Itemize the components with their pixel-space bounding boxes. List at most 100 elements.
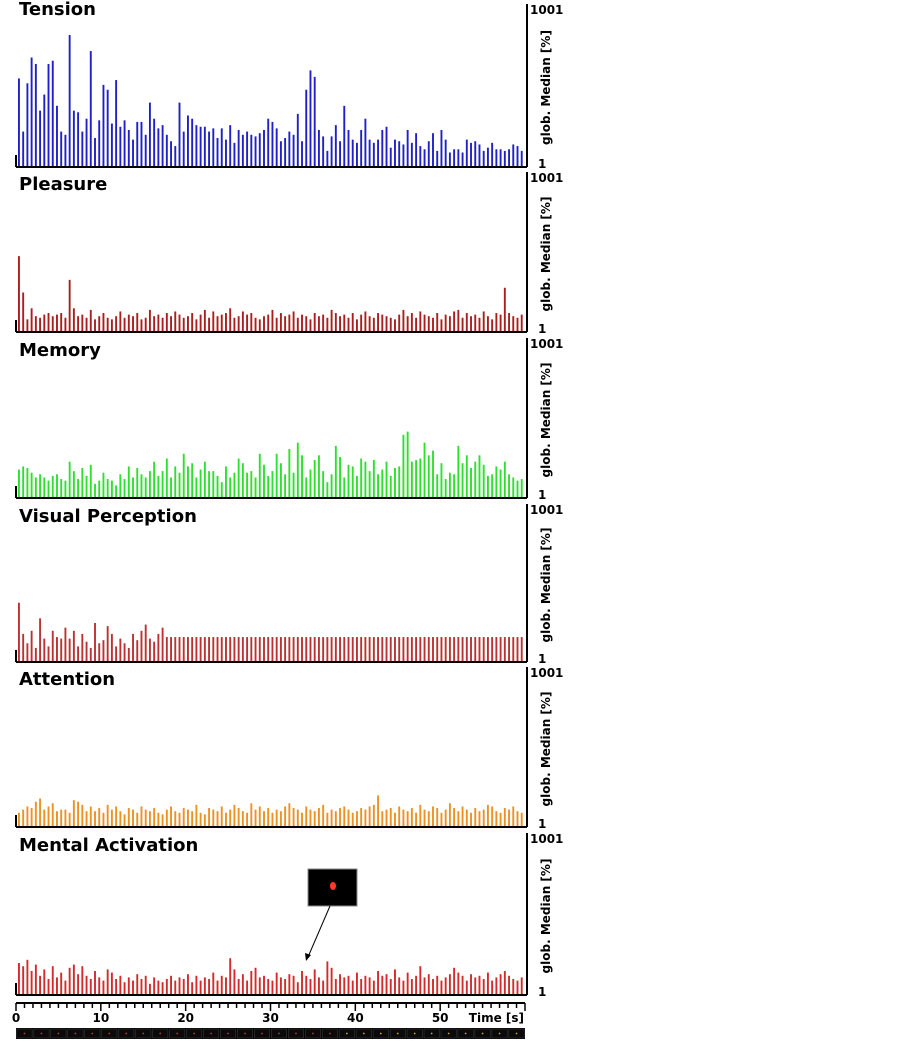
mental-activation-bar <box>191 982 194 995</box>
memory-bar <box>60 479 63 498</box>
memory-bar <box>115 485 118 498</box>
tension-bar <box>364 118 367 167</box>
pleasure-bar <box>301 314 303 332</box>
attention-bar <box>499 812 502 827</box>
mental-activation-bar <box>512 979 515 995</box>
visual-perception-bar <box>85 641 88 662</box>
video-frame-spot <box>74 1032 77 1035</box>
mental-activation-bar <box>178 977 181 995</box>
pleasure-bar <box>237 316 240 332</box>
attention-bar <box>372 804 375 827</box>
memory-bar <box>98 480 101 498</box>
memory-ytick-min: 1 <box>538 488 546 502</box>
tension-bar <box>486 147 489 167</box>
tension-bar <box>148 102 151 167</box>
pleasure-bar <box>56 314 58 332</box>
mental-activation-bar <box>144 975 147 995</box>
panel-title-attention: Attention <box>19 669 115 690</box>
tension-bar <box>432 133 434 167</box>
attention-bar <box>153 808 156 827</box>
memory-bar <box>351 466 354 498</box>
pleasure-bar <box>136 313 139 332</box>
video-frame-spot <box>295 1032 297 1035</box>
tension-bar <box>216 138 219 167</box>
visual-perception-bar <box>161 627 164 662</box>
tension-bar <box>187 115 189 167</box>
attention-bar <box>110 809 113 827</box>
tension-bar <box>499 149 502 167</box>
video-frame-spot <box>278 1032 280 1035</box>
visual-perception-bar <box>148 638 151 662</box>
pleasure-bar <box>115 316 118 332</box>
tension-bar <box>440 129 443 167</box>
mental-activation-bar <box>216 980 219 995</box>
visual-perception-bar <box>220 637 223 662</box>
attention-bar <box>520 812 523 827</box>
attention-bar <box>305 806 308 827</box>
tension-ytick-max: 1001 <box>530 3 563 17</box>
attention-bar <box>339 808 341 827</box>
memory-bar <box>153 461 156 498</box>
memory-bar <box>385 461 388 498</box>
tension-bar <box>419 146 422 167</box>
attention-bar <box>89 806 92 827</box>
tension-bar <box>495 149 498 167</box>
pleasure-bar <box>191 313 194 332</box>
visual-perception-bar <box>174 637 177 662</box>
pleasure-bar <box>453 311 456 332</box>
pleasure-bar <box>461 317 464 332</box>
visual-perception-bar <box>182 637 185 662</box>
tension-bar <box>161 125 164 167</box>
pleasure-bar <box>212 311 215 332</box>
memory-bar <box>241 463 244 498</box>
callout-arrowhead <box>305 953 311 961</box>
pleasure-bar <box>292 311 295 332</box>
visual-perception-bar <box>440 637 443 662</box>
memory-bar <box>94 483 96 498</box>
attention-bar <box>208 808 211 827</box>
attention-bar <box>258 806 261 827</box>
pleasure-bar <box>18 256 20 332</box>
panel-memory: Memory 1001 1 glob. Median [%] <box>15 337 563 502</box>
pleasure-bar <box>436 313 439 332</box>
pleasure-bar <box>406 316 409 332</box>
tension-bar <box>77 112 80 167</box>
memory-bar <box>503 461 506 498</box>
attention-bar <box>195 804 198 827</box>
memory-bar <box>377 474 380 498</box>
tension-bar <box>520 150 523 167</box>
mental-activation-bar <box>461 975 464 995</box>
visual-perception-bar <box>98 643 101 662</box>
attention-bar <box>165 809 168 827</box>
memory-bar <box>157 475 160 498</box>
pleasure-bar <box>415 317 418 332</box>
attention-bar <box>461 806 464 827</box>
panel-pleasure: Pleasure 1001 1 glob. Median [%] <box>15 171 563 336</box>
attention-bar <box>30 808 33 827</box>
video-frame-spot <box>40 1032 43 1035</box>
tension-bar <box>356 142 358 167</box>
visual-perception-bar <box>313 637 316 662</box>
memory-bar <box>317 455 320 498</box>
mental-activation-bar <box>187 974 189 995</box>
visual-perception-bar <box>389 637 392 662</box>
tension-bar <box>195 125 198 167</box>
pleasure-bar <box>229 308 232 332</box>
visual-perception-bar <box>309 637 312 662</box>
visual-perception-bar <box>89 647 92 662</box>
pleasure-bar <box>233 317 236 332</box>
visual-perception-bar <box>263 637 265 662</box>
mental-activation-bar <box>482 979 485 995</box>
tension-bar <box>119 126 122 167</box>
visual-perception-bar <box>343 637 346 662</box>
attention-bar <box>85 811 88 827</box>
memory-bar <box>258 453 261 498</box>
visual-perception-bar <box>106 626 109 662</box>
visual-perception-bar <box>322 637 325 662</box>
tension-bar <box>402 144 405 167</box>
mental-activation-bar <box>30 971 33 995</box>
tension-bar <box>339 141 341 167</box>
attention-bar <box>51 803 54 827</box>
pleasure-bar <box>241 311 244 332</box>
memory-bar <box>233 472 236 498</box>
